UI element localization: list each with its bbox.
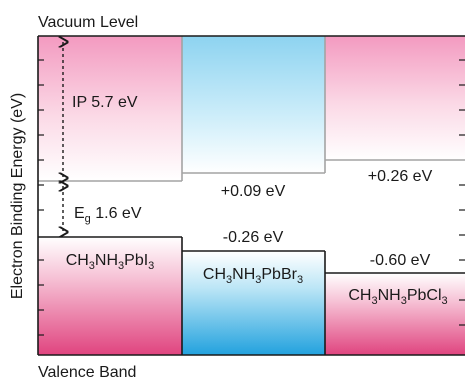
right-axis-ticks — [459, 59, 465, 326]
y-axis-label: Electron Binding Energy (eV) — [9, 93, 26, 299]
mapbcl3-upper-region — [325, 36, 465, 160]
mapbcl3-vb-shift: -0.60 eV — [370, 252, 431, 269]
left-axis-ticks — [38, 59, 44, 336]
mapbcl3-valence-box — [325, 273, 465, 355]
mapbcl3-formula: CH3NH3PbCl3 — [348, 287, 447, 307]
ip-label: IP 5.7 eV — [72, 94, 138, 111]
mapbbr3-formula: CH3NH3PbBr3 — [203, 266, 303, 286]
vacuum-level-label: Vacuum Level — [38, 14, 138, 31]
mapbbr3-vb-shift: -0.26 eV — [223, 229, 284, 246]
valence-band-label: Valence Band — [38, 364, 136, 381]
mapbcl3-cb-shift: +0.26 eV — [368, 168, 433, 185]
mapbi3-formula: CH3NH3PbI3 — [66, 252, 155, 272]
eg-label: Eg 1.6 eV — [74, 205, 142, 225]
mapbi3-valence-box — [38, 237, 182, 355]
mapbbr3-cb-shift: +0.09 eV — [221, 183, 286, 200]
mapbbr3-valence-box — [182, 251, 325, 355]
mapbbr3-upper-region — [182, 36, 325, 173]
